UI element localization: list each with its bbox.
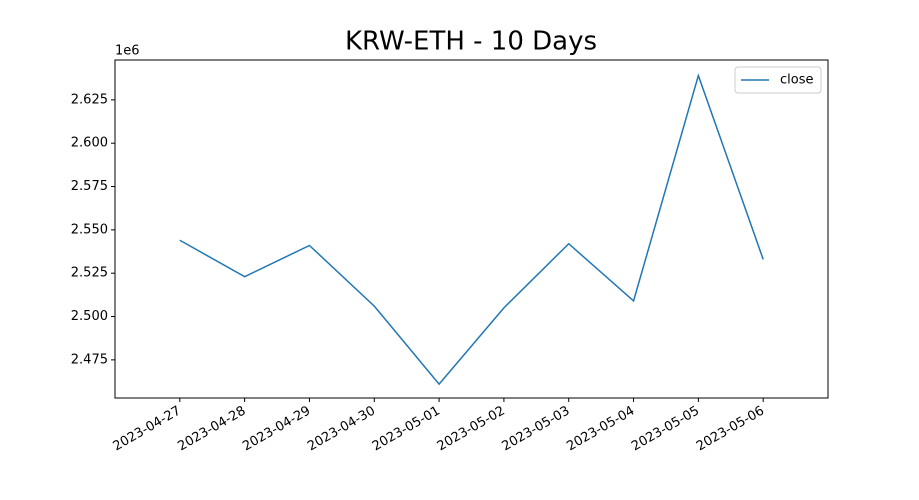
y-tick-label: 2.625 (71, 92, 108, 107)
y-tick-label: 2.525 (71, 266, 108, 281)
x-tick-label: 2023-05-03 (500, 404, 573, 455)
x-tick-label: 2023-05-06 (694, 404, 767, 455)
x-tick-label: 2023-05-01 (370, 404, 443, 455)
plot-frame (114, 59, 829, 399)
x-tick-label: 2023-04-28 (175, 404, 248, 455)
chart-title: KRW-ETH - 10 Days (345, 27, 597, 57)
line (179, 73, 764, 386)
x-tick-label: 2023-04-29 (240, 404, 313, 455)
y-scale-label: 1e6 (115, 44, 140, 59)
x-tick-label: 2023-05-05 (629, 404, 702, 455)
legend-label: close (780, 73, 813, 88)
x-tick-label: 2023-04-27 (111, 404, 184, 455)
x-tick-label: 2023-04-30 (305, 404, 378, 455)
y-tick-label: 2.600 (71, 136, 108, 151)
x-tick-label: 2023-05-02 (435, 404, 508, 455)
legend-box (734, 66, 822, 94)
y-tick-label: 2.550 (71, 222, 108, 237)
y-tick-label: 2.475 (71, 352, 108, 367)
x-tick-label: 2023-05-04 (564, 404, 637, 455)
y-tick-label: 2.575 (71, 179, 108, 194)
y-tick-label: 2.500 (71, 309, 108, 324)
